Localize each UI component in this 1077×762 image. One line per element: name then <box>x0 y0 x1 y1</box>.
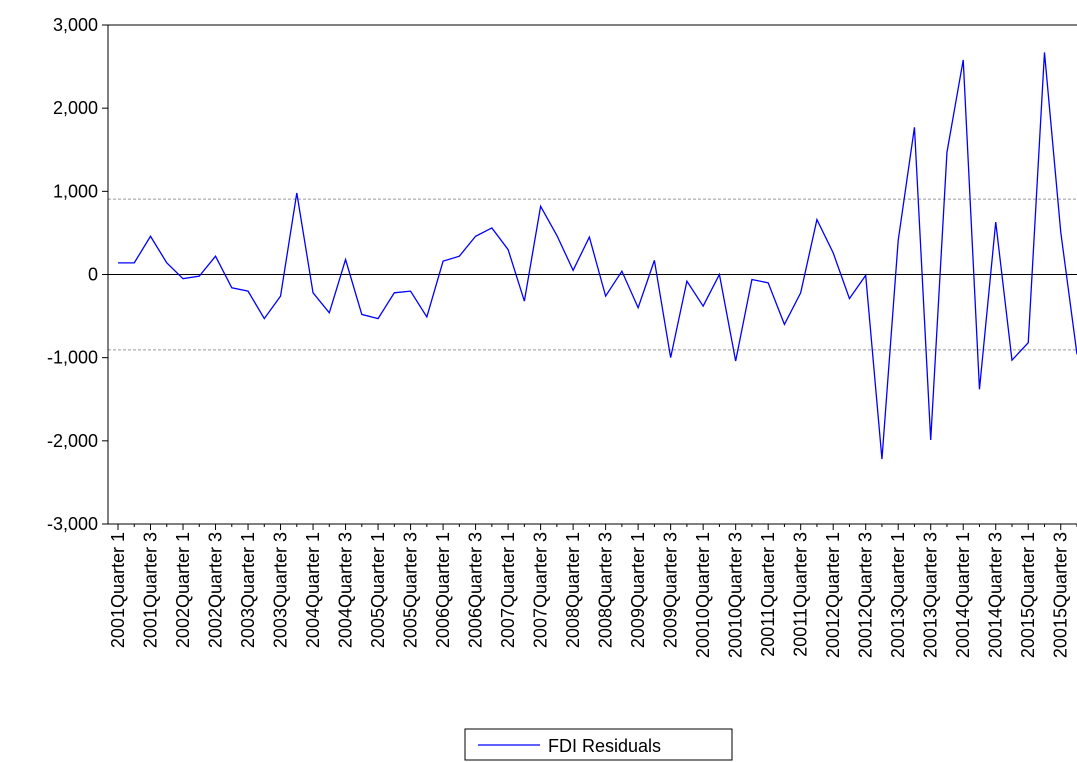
x-tick-label: 20012Quarter 3 <box>856 532 876 658</box>
y-tick-label: -2,000 <box>47 431 98 451</box>
x-tick-label: 2003Quarter 1 <box>238 532 258 648</box>
x-tick-label: 2005Quarter 1 <box>368 532 388 648</box>
x-tick-label: 2002Quarter 1 <box>173 532 193 648</box>
x-tick-label: 2008Quarter 3 <box>596 532 616 648</box>
x-tick-label: 2008Quarter 1 <box>563 532 583 648</box>
x-tick-label: 2009Quarter 3 <box>661 532 681 648</box>
y-tick-label: -1,000 <box>47 348 98 368</box>
x-tick-label: 20015Quarter 3 <box>1051 532 1071 658</box>
x-tick-label: 2006Quarter 3 <box>466 532 486 648</box>
y-tick-label: 2,000 <box>53 98 98 118</box>
x-tick-label: 20011Quarter 1 <box>758 532 778 657</box>
legend-label: FDI Residuals <box>548 736 661 756</box>
x-tick-label: 20014Quarter 1 <box>953 532 973 658</box>
x-tick-label: 2007Quarter 1 <box>498 532 518 648</box>
y-tick-label: 1,000 <box>53 181 98 201</box>
y-tick-label: 0 <box>88 265 98 285</box>
x-tick-label: 20014Quarter 3 <box>986 532 1006 658</box>
legend: FDI Residuals <box>464 728 733 761</box>
x-tick-label: 2001Quarter 1 <box>108 532 128 648</box>
y-tick-label: -3,000 <box>47 514 98 534</box>
x-tick-label: 2004Quarter 1 <box>303 532 323 648</box>
x-tick-label: 2006Quarter 1 <box>433 532 453 648</box>
x-tick-label: 20015Quarter 1 <box>1018 532 1038 658</box>
y-tick-label: 3,000 <box>53 15 98 35</box>
x-tick-label: 20010Quarter 3 <box>726 532 746 658</box>
x-tick-label: 2009Quarter 1 <box>628 532 648 648</box>
x-tick-label: 2004Quarter 3 <box>336 532 356 648</box>
x-tick-label: 20010Quarter 1 <box>693 532 713 658</box>
x-tick-label: 2001Quarter 3 <box>141 532 161 648</box>
x-tick-label: 20012Quarter 1 <box>823 532 843 658</box>
x-tick-label: 2003Quarter 3 <box>271 532 291 648</box>
x-tick-label: 2005Quarter 3 <box>401 532 421 648</box>
x-tick-label: 2007Quarter 3 <box>531 532 551 648</box>
x-tick-label: 20013Quarter 3 <box>921 532 941 658</box>
x-tick-label: 20013Quarter 1 <box>888 532 908 658</box>
series-line <box>118 52 1077 460</box>
x-tick-label: 20011Quarter 3 <box>791 532 811 657</box>
x-tick-label: 2002Quarter 3 <box>206 532 226 648</box>
